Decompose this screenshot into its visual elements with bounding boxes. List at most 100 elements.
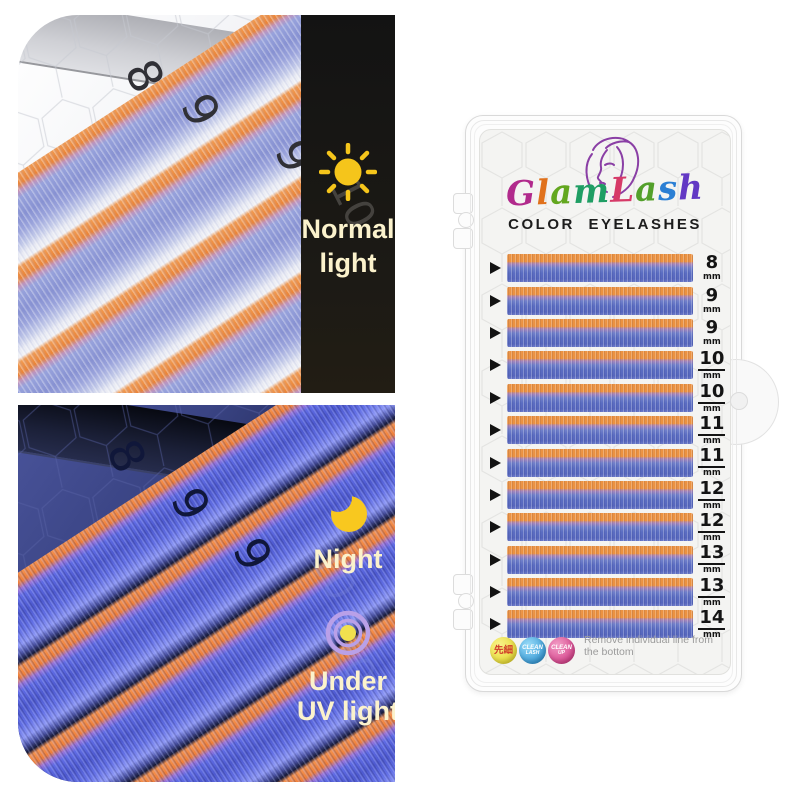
row-size-unit: mm	[703, 403, 721, 414]
moon-icon	[331, 496, 367, 532]
lash-strip	[507, 318, 693, 347]
case-hinge-tab	[453, 193, 473, 214]
badge-label-line1: CLEAN	[522, 644, 543, 651]
logo-face-icon	[585, 136, 640, 198]
row-size-value: 10	[698, 348, 726, 372]
tray-size-number: 8	[95, 430, 158, 482]
brand-letter: a	[634, 169, 659, 210]
brand-letter: L	[609, 169, 636, 211]
normal-light-panel: 10 Normal light	[301, 15, 395, 393]
usage-note: Remove individual line from the bottom	[584, 634, 713, 658]
lash-row: 12 mm	[480, 511, 730, 543]
brand-letter: a	[549, 172, 574, 213]
lash-row: 9 mm	[480, 317, 730, 349]
row-pointer-icon	[490, 586, 501, 599]
row-pointer-icon	[490, 391, 501, 404]
case-hinge-dot	[458, 593, 474, 609]
row-size-label: 10 mm	[694, 350, 730, 381]
row-size-label: 13 mm	[694, 574, 730, 608]
tray-inner: GlamLash COLOR EYELASHES 8 mm 9 mm 9 mm …	[479, 129, 731, 675]
lash-row: 13 mm	[480, 544, 730, 576]
row-size-label: 12 mm	[694, 512, 730, 543]
row-size-unit: mm	[703, 337, 721, 348]
row-size-value: 11	[698, 412, 726, 436]
brand-letter: l	[535, 172, 551, 214]
row-size-value: 13	[698, 574, 726, 598]
lash-strip	[507, 448, 693, 477]
feature-badge: 先細	[490, 637, 517, 664]
case-hinge-tab	[453, 609, 473, 630]
row-size-unit: mm	[703, 371, 721, 382]
row-size-label: 13 mm	[694, 544, 730, 575]
row-size-value: 12	[698, 510, 726, 534]
row-pointer-icon	[490, 618, 501, 631]
row-pointer-icon	[490, 294, 501, 307]
feature-badge: CLEAN LASH	[519, 637, 546, 664]
lash-strip	[507, 610, 693, 639]
lash-strip	[507, 383, 693, 412]
lash-row: 14 mm	[480, 608, 730, 640]
row-size-value: 14	[698, 607, 726, 631]
lash-case: GlamLash COLOR EYELASHES 8 mm 9 mm 9 mm …	[453, 115, 779, 692]
lash-row: 10 mm	[480, 349, 730, 381]
row-size-value: 8	[705, 252, 719, 274]
brand-letter: s	[657, 168, 679, 210]
row-size-label: 9 mm	[694, 284, 730, 315]
row-size-value: 9	[705, 284, 719, 306]
row-size-label: 14 mm	[694, 609, 730, 640]
row-size-label: 9 mm	[694, 319, 730, 347]
row-size-label: 8 mm	[694, 254, 730, 282]
brand-letter: G	[505, 173, 537, 215]
row-pointer-icon	[490, 326, 501, 339]
row-size-value: 12	[698, 477, 726, 501]
tray-size-number: 9	[169, 84, 232, 136]
brand-logo: GlamLash	[480, 167, 730, 215]
row-size-label: 11 mm	[694, 412, 730, 446]
uv-label-line1: Under	[308, 666, 387, 696]
lash-row: 9 mm	[480, 284, 730, 316]
row-size-value: 9	[705, 317, 719, 339]
brand-letter: m	[572, 170, 611, 213]
row-size-unit: mm	[703, 630, 721, 641]
lash-row: 8 mm	[480, 252, 730, 284]
row-size-unit: mm	[703, 304, 721, 315]
case-hinge-tab	[453, 228, 473, 249]
row-size-unit: mm	[703, 565, 721, 576]
lash-row: 13 mm	[480, 576, 730, 608]
row-pointer-icon	[490, 456, 501, 469]
row-pointer-icon	[490, 488, 501, 501]
row-size-unit: mm	[703, 272, 721, 283]
row-size-label: 12 mm	[694, 477, 730, 511]
lash-row: 12 mm	[480, 479, 730, 511]
row-pointer-icon	[490, 424, 501, 437]
row-size-unit: mm	[703, 500, 721, 511]
lash-strip	[507, 254, 693, 283]
tray-size-number: 8	[113, 50, 176, 102]
lash-strip	[507, 286, 693, 315]
lash-row: 10 mm	[480, 382, 730, 414]
case-notch-dot	[730, 392, 748, 410]
case-hinge-dot	[458, 212, 474, 228]
badge-label-line1: CLEAN	[551, 644, 572, 651]
lash-strip	[507, 578, 693, 607]
row-size-label: 10 mm	[694, 382, 730, 414]
row-size-unit: mm	[703, 435, 721, 446]
row-size-value: 13	[698, 542, 726, 566]
badge-label-line2: LASH	[525, 650, 540, 657]
night-label: Night	[313, 544, 383, 574]
row-pointer-icon	[490, 553, 501, 566]
row-pointer-icon	[490, 359, 501, 372]
lash-strip	[507, 416, 693, 445]
normal-light-label-line2: light	[319, 248, 377, 278]
tray-size-number: 9	[221, 528, 284, 580]
row-pointer-icon	[490, 521, 501, 534]
product-subtitle: COLOR EYELASHES	[508, 216, 702, 233]
row-pointer-icon	[490, 262, 501, 275]
brand-letter: h	[677, 167, 705, 209]
feature-badges: 先細 CLEAN LASH CLEAN UP	[490, 637, 575, 664]
lash-row: 11 mm	[480, 414, 730, 446]
uv-label-line2: UV light	[297, 696, 395, 726]
case-hinge-tab	[453, 574, 473, 595]
